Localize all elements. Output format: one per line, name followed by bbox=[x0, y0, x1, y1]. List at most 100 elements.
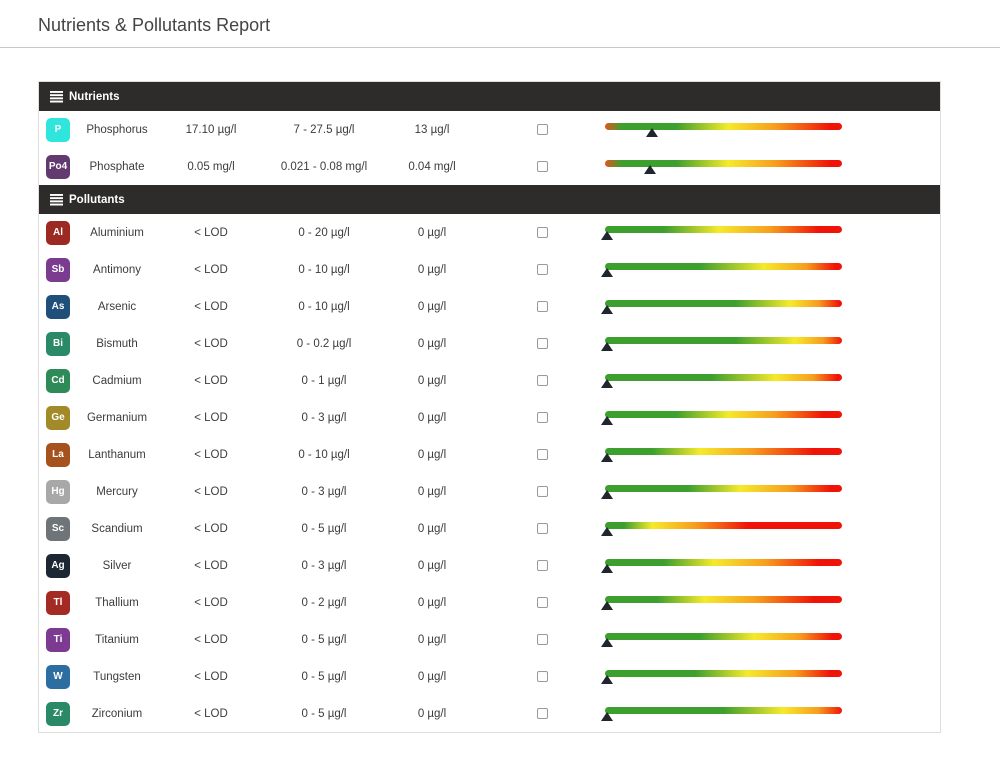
measured-value: 17.10 µg/l bbox=[185, 123, 237, 136]
reference-range: 0 - 3 µg/l bbox=[301, 485, 347, 498]
row-checkbox[interactable] bbox=[536, 227, 548, 238]
row-checkbox[interactable] bbox=[536, 671, 548, 682]
scale-marker-icon bbox=[644, 164, 657, 174]
element-name: Zirconium bbox=[91, 707, 143, 720]
scale-bar bbox=[605, 632, 842, 640]
scale-marker-icon bbox=[601, 637, 614, 647]
element-name: Mercury bbox=[96, 485, 138, 498]
row-checkbox[interactable] bbox=[536, 161, 548, 172]
element-badge: Bi bbox=[46, 331, 70, 356]
scale-marker-icon bbox=[601, 600, 614, 610]
element-name: Lanthanum bbox=[88, 448, 146, 461]
row-checkbox[interactable] bbox=[536, 486, 548, 497]
scale-bar bbox=[605, 447, 842, 455]
element-name: Silver bbox=[102, 559, 132, 572]
menu-icon bbox=[50, 193, 63, 206]
measured-value: < LOD bbox=[194, 485, 228, 498]
scale-bar-wrap bbox=[601, 484, 842, 502]
target-value: 0 µg/l bbox=[417, 633, 447, 646]
row-checkbox[interactable] bbox=[536, 124, 548, 135]
target-value: 0 µg/l bbox=[417, 559, 447, 572]
scale-bar-wrap bbox=[601, 632, 842, 650]
scale-bar-wrap bbox=[605, 159, 842, 177]
scale-marker-icon bbox=[646, 127, 659, 137]
element-badge: As bbox=[46, 294, 70, 319]
target-value: 0 µg/l bbox=[417, 485, 447, 498]
row-checkbox[interactable] bbox=[536, 412, 548, 423]
scale-bar-wrap bbox=[601, 373, 842, 391]
row-checkbox[interactable] bbox=[536, 301, 548, 312]
scale-bar-wrap bbox=[601, 336, 842, 354]
scale-bar bbox=[605, 122, 842, 130]
title-divider bbox=[0, 47, 1000, 48]
element-symbol: As bbox=[51, 301, 65, 312]
table-row: Hg Mercury < LOD 0 - 3 µg/l 0 µg/l bbox=[39, 473, 940, 510]
reference-range: 0 - 5 µg/l bbox=[301, 670, 347, 683]
measured-value: < LOD bbox=[194, 633, 228, 646]
row-checkbox[interactable] bbox=[536, 597, 548, 608]
element-symbol: Ag bbox=[51, 560, 65, 571]
element-badge: Ti bbox=[46, 627, 70, 652]
row-checkbox[interactable] bbox=[536, 523, 548, 534]
measured-value: < LOD bbox=[194, 707, 228, 720]
section-label: Nutrients bbox=[69, 90, 120, 103]
reference-range: 0 - 10 µg/l bbox=[298, 263, 350, 276]
scale-marker-icon bbox=[601, 526, 614, 536]
element-badge: W bbox=[46, 664, 70, 689]
row-checkbox[interactable] bbox=[536, 708, 548, 719]
reference-range: 0 - 0.2 µg/l bbox=[296, 337, 352, 350]
measured-value: 0.05 mg/l bbox=[187, 160, 235, 173]
scale-bar-wrap bbox=[601, 299, 842, 317]
scale-bar bbox=[605, 410, 842, 418]
row-checkbox[interactable] bbox=[536, 264, 548, 275]
scale-bar-wrap bbox=[601, 595, 842, 613]
row-checkbox[interactable] bbox=[536, 560, 548, 571]
element-badge: La bbox=[46, 442, 70, 467]
element-name: Phosphate bbox=[89, 160, 145, 173]
measured-value: < LOD bbox=[194, 448, 228, 461]
element-name: Tungsten bbox=[93, 670, 141, 683]
row-checkbox[interactable] bbox=[536, 338, 548, 349]
element-symbol: Zr bbox=[53, 708, 63, 719]
scale-marker-icon bbox=[601, 378, 614, 388]
table-row: As Arsenic < LOD 0 - 10 µg/l 0 µg/l bbox=[39, 288, 940, 325]
row-checkbox[interactable] bbox=[536, 375, 548, 386]
element-symbol: La bbox=[52, 449, 64, 460]
scale-marker-icon bbox=[601, 415, 614, 425]
element-badge: Hg bbox=[46, 479, 70, 504]
target-value: 0 µg/l bbox=[417, 226, 447, 239]
row-checkbox[interactable] bbox=[536, 449, 548, 460]
reference-range: 0 - 5 µg/l bbox=[301, 633, 347, 646]
element-symbol: Bi bbox=[53, 338, 63, 349]
scale-bar-wrap bbox=[601, 262, 842, 280]
row-checkbox[interactable] bbox=[536, 634, 548, 645]
reference-range: 0 - 5 µg/l bbox=[301, 707, 347, 720]
table-row: Po4 Phosphate 0.05 mg/l 0.021 - 0.08 mg/… bbox=[39, 148, 940, 185]
table-row: Cd Cadmium < LOD 0 - 1 µg/l 0 µg/l bbox=[39, 362, 940, 399]
element-badge: Cd bbox=[46, 368, 70, 393]
table-row: Bi Bismuth < LOD 0 - 0.2 µg/l 0 µg/l bbox=[39, 325, 940, 362]
element-symbol: Hg bbox=[51, 486, 65, 497]
target-value: 0 µg/l bbox=[417, 263, 447, 276]
scale-bar bbox=[605, 225, 842, 233]
scale-bar bbox=[605, 159, 842, 167]
scale-marker-icon bbox=[601, 304, 614, 314]
scale-bar bbox=[605, 706, 842, 714]
measured-value: < LOD bbox=[194, 300, 228, 313]
scale-marker-icon bbox=[601, 452, 614, 462]
scale-marker-icon bbox=[601, 711, 614, 721]
element-symbol: Ge bbox=[51, 412, 65, 423]
section-header-pollutants[interactable]: Pollutants bbox=[39, 185, 940, 214]
element-symbol: Sb bbox=[51, 264, 65, 275]
scale-marker-icon bbox=[601, 674, 614, 684]
element-badge: Ag bbox=[46, 553, 70, 578]
scale-bar bbox=[605, 373, 842, 381]
section-header-nutrients[interactable]: Nutrients bbox=[39, 82, 940, 111]
reference-range: 7 - 27.5 µg/l bbox=[293, 123, 355, 136]
table-row: Zr Zirconium < LOD 0 - 5 µg/l 0 µg/l bbox=[39, 695, 940, 732]
element-symbol: Sc bbox=[51, 523, 65, 534]
element-name: Titanium bbox=[95, 633, 139, 646]
measured-value: < LOD bbox=[194, 226, 228, 239]
target-value: 0 µg/l bbox=[417, 374, 447, 387]
report-panel: Nutrients P Phosphorus 17.10 µg/l 7 - 27… bbox=[38, 81, 941, 733]
